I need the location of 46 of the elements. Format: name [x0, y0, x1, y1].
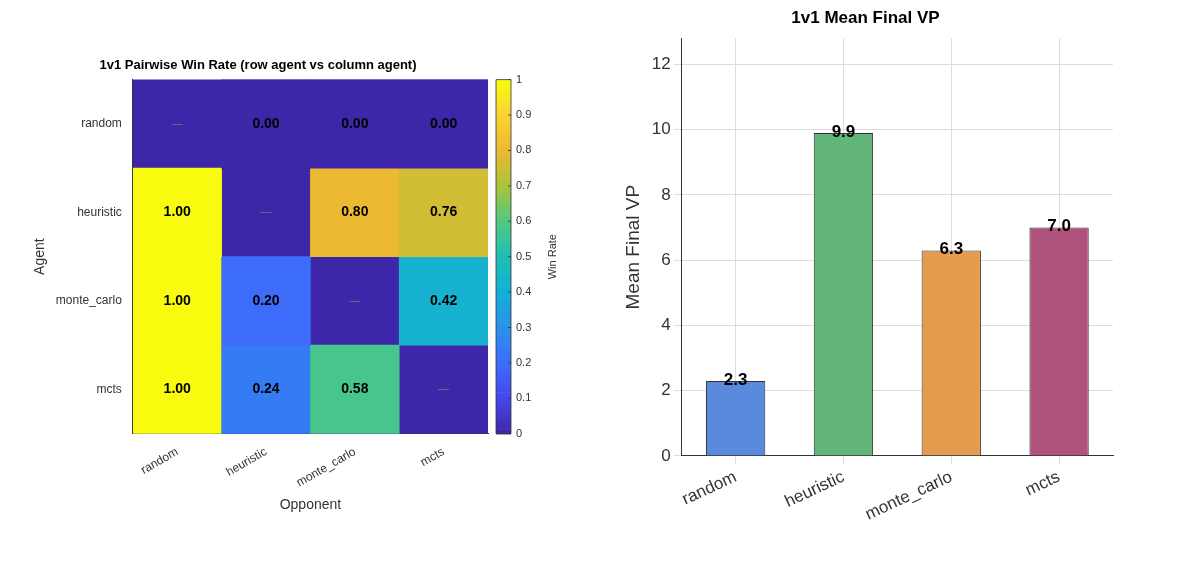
text: —: [260, 205, 272, 218]
y-tick-label: heuristic: [77, 204, 122, 219]
text: —: [349, 293, 361, 306]
y-axis-title: Mean Final VP: [621, 184, 643, 310]
color-bar-label: 0.7: [516, 178, 532, 191]
y-tick-label: random: [81, 116, 122, 131]
x-tick-label: mcts: [1022, 466, 1063, 500]
data-label: 0.76: [429, 203, 458, 220]
y-tick-label: 4: [661, 315, 671, 335]
data-label: 0.00: [341, 114, 369, 131]
y-tick-label: mcts: [96, 381, 122, 396]
data-label: 0.42: [429, 291, 458, 308]
color-bar-label: 0.1: [516, 391, 532, 404]
color-bar-label: 0.3: [516, 320, 532, 333]
y-tick-label: 10: [651, 119, 671, 139]
data-label: 0.24: [252, 380, 280, 397]
color-bar-label: 0: [516, 426, 523, 439]
color-bar-label: 1: [516, 72, 523, 85]
color-bar-label: 0.6: [516, 214, 532, 227]
y-tick-label: 2: [661, 380, 671, 400]
y-tick-label: 0: [661, 445, 671, 465]
text: —: [438, 382, 450, 395]
x-axis-title: Opponent: [279, 496, 342, 513]
chart-title: 1v1 Pairwise Win Rate (row agent vs column agent): [99, 57, 417, 73]
data-label: 1.00: [163, 291, 192, 308]
color-bar-label: 0.2: [516, 355, 532, 368]
x-tick-label: mcts: [417, 444, 447, 470]
color-bar-title: Win Rate: [546, 234, 559, 280]
chart-title: 1v1 Mean Final VP: [791, 7, 940, 27]
data-label: 0.00: [429, 114, 458, 131]
data-label: 0.58: [341, 380, 369, 397]
data-label: 0.80: [341, 203, 369, 220]
y-tick-label: 6: [661, 249, 671, 269]
color-bar-label: 0.5: [516, 249, 532, 262]
y-tick-label: 8: [661, 184, 671, 204]
y-axis-title: Agent: [31, 238, 48, 275]
data-label: 1.00: [163, 380, 192, 397]
color-bar-label: 0.4: [516, 285, 532, 298]
data-label: 1.00: [163, 203, 192, 220]
y-tick-label: monte_carlo: [55, 293, 123, 308]
data-label: 0.20: [252, 291, 280, 308]
data-label: 0.00: [252, 114, 280, 131]
color-bar-label: 0.9: [516, 108, 532, 121]
text: —: [171, 116, 183, 129]
color-bar-label: 0.8: [516, 143, 532, 156]
y-tick-label: 12: [651, 54, 671, 74]
